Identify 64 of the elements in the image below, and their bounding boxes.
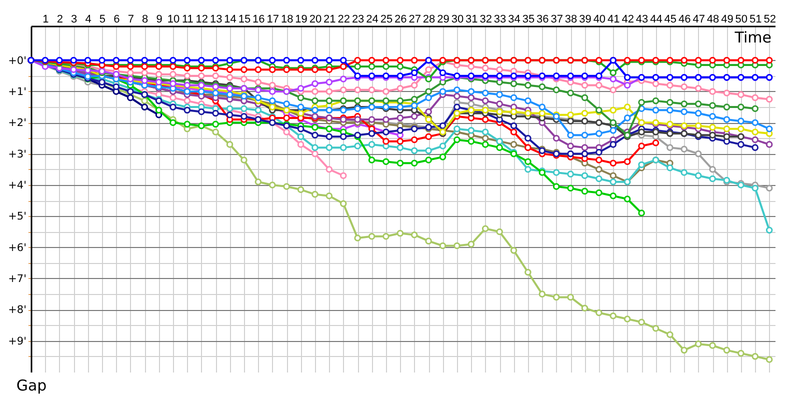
x-tick-label: 32 bbox=[480, 14, 492, 26]
y-tick-label: +7' bbox=[8, 272, 26, 285]
x-tick-label: 2 bbox=[56, 14, 63, 26]
x-tick-label: 18 bbox=[280, 14, 294, 26]
x-tick-label: 12 bbox=[196, 14, 208, 26]
x-tick-label: 46 bbox=[678, 14, 691, 26]
y-tick-label: +5' bbox=[8, 210, 26, 223]
x-tick-label: 4 bbox=[85, 14, 92, 26]
x-tick-label: 1 bbox=[42, 14, 49, 26]
x-tick-label: 41 bbox=[608, 14, 620, 26]
x-tick-label: 39 bbox=[579, 14, 592, 26]
x-tick-label: 7 bbox=[128, 14, 134, 26]
x-tick-label: 33 bbox=[494, 14, 506, 26]
y-tick-label: +1' bbox=[8, 86, 26, 98]
x-tick-label: 17 bbox=[266, 14, 279, 26]
x-tick-label: 30 bbox=[451, 14, 464, 26]
x-tick-label: 15 bbox=[238, 14, 251, 26]
x-tick-label: 51 bbox=[749, 14, 762, 26]
x-tick-label: 11 bbox=[182, 14, 194, 26]
x-tick-label: 48 bbox=[706, 14, 720, 26]
y-tick-label: +3' bbox=[8, 148, 26, 160]
x-tick-label: 50 bbox=[735, 14, 748, 26]
x-tick-label: 34 bbox=[508, 14, 520, 26]
x-tick-label: 22 bbox=[338, 14, 350, 26]
x-axis-title: Time bbox=[734, 28, 772, 46]
x-tick-label: 35 bbox=[522, 14, 535, 26]
x-tick-label: 40 bbox=[593, 14, 606, 26]
x-tick-label: 36 bbox=[536, 14, 549, 26]
x-tick-label: 37 bbox=[550, 14, 563, 26]
x-tick-label: 19 bbox=[295, 14, 308, 26]
x-tick-label: 38 bbox=[564, 14, 578, 26]
x-tick-label: 23 bbox=[352, 14, 364, 26]
y-tick-label: +6' bbox=[8, 242, 26, 254]
y-tick-label: +9' bbox=[8, 335, 26, 348]
y-axis-title: Gap bbox=[16, 376, 47, 394]
y-tick-label: +2' bbox=[8, 117, 26, 130]
x-tick-label: 21 bbox=[324, 14, 336, 26]
x-tick-label: 44 bbox=[650, 14, 662, 26]
x-tick-label: 14 bbox=[224, 14, 236, 26]
x-tick-label: 49 bbox=[721, 14, 734, 26]
x-tick-label: 20 bbox=[309, 14, 322, 26]
x-tick-label: 13 bbox=[210, 14, 222, 26]
x-tick-label: 9 bbox=[156, 14, 162, 26]
x-tick-label: 43 bbox=[636, 14, 648, 26]
x-tick-label: 27 bbox=[408, 14, 421, 26]
y-tick-label: +0' bbox=[8, 54, 26, 67]
x-tick-label: 10 bbox=[167, 14, 180, 26]
x-tick-label: 47 bbox=[692, 14, 705, 26]
x-tick-label: 45 bbox=[664, 14, 677, 26]
x-tick-label: 31 bbox=[466, 14, 478, 26]
x-tick-label: 5 bbox=[99, 14, 106, 26]
x-tick-label: 28 bbox=[422, 14, 436, 26]
x-tick-label: 8 bbox=[142, 14, 148, 26]
x-tick-label: 24 bbox=[366, 14, 378, 26]
x-tick-label: 16 bbox=[252, 14, 265, 26]
x-tick-label: 52 bbox=[764, 14, 776, 26]
x-tick-label: 6 bbox=[114, 14, 120, 26]
y-tick-label: +8' bbox=[8, 304, 26, 316]
x-tick-label: 42 bbox=[622, 14, 634, 26]
x-tick-label: 25 bbox=[380, 14, 393, 26]
x-tick-label: 29 bbox=[437, 14, 450, 26]
x-tick-label: 3 bbox=[71, 14, 78, 26]
y-tick-label: +4' bbox=[8, 179, 26, 192]
x-tick-label: 26 bbox=[394, 14, 407, 26]
